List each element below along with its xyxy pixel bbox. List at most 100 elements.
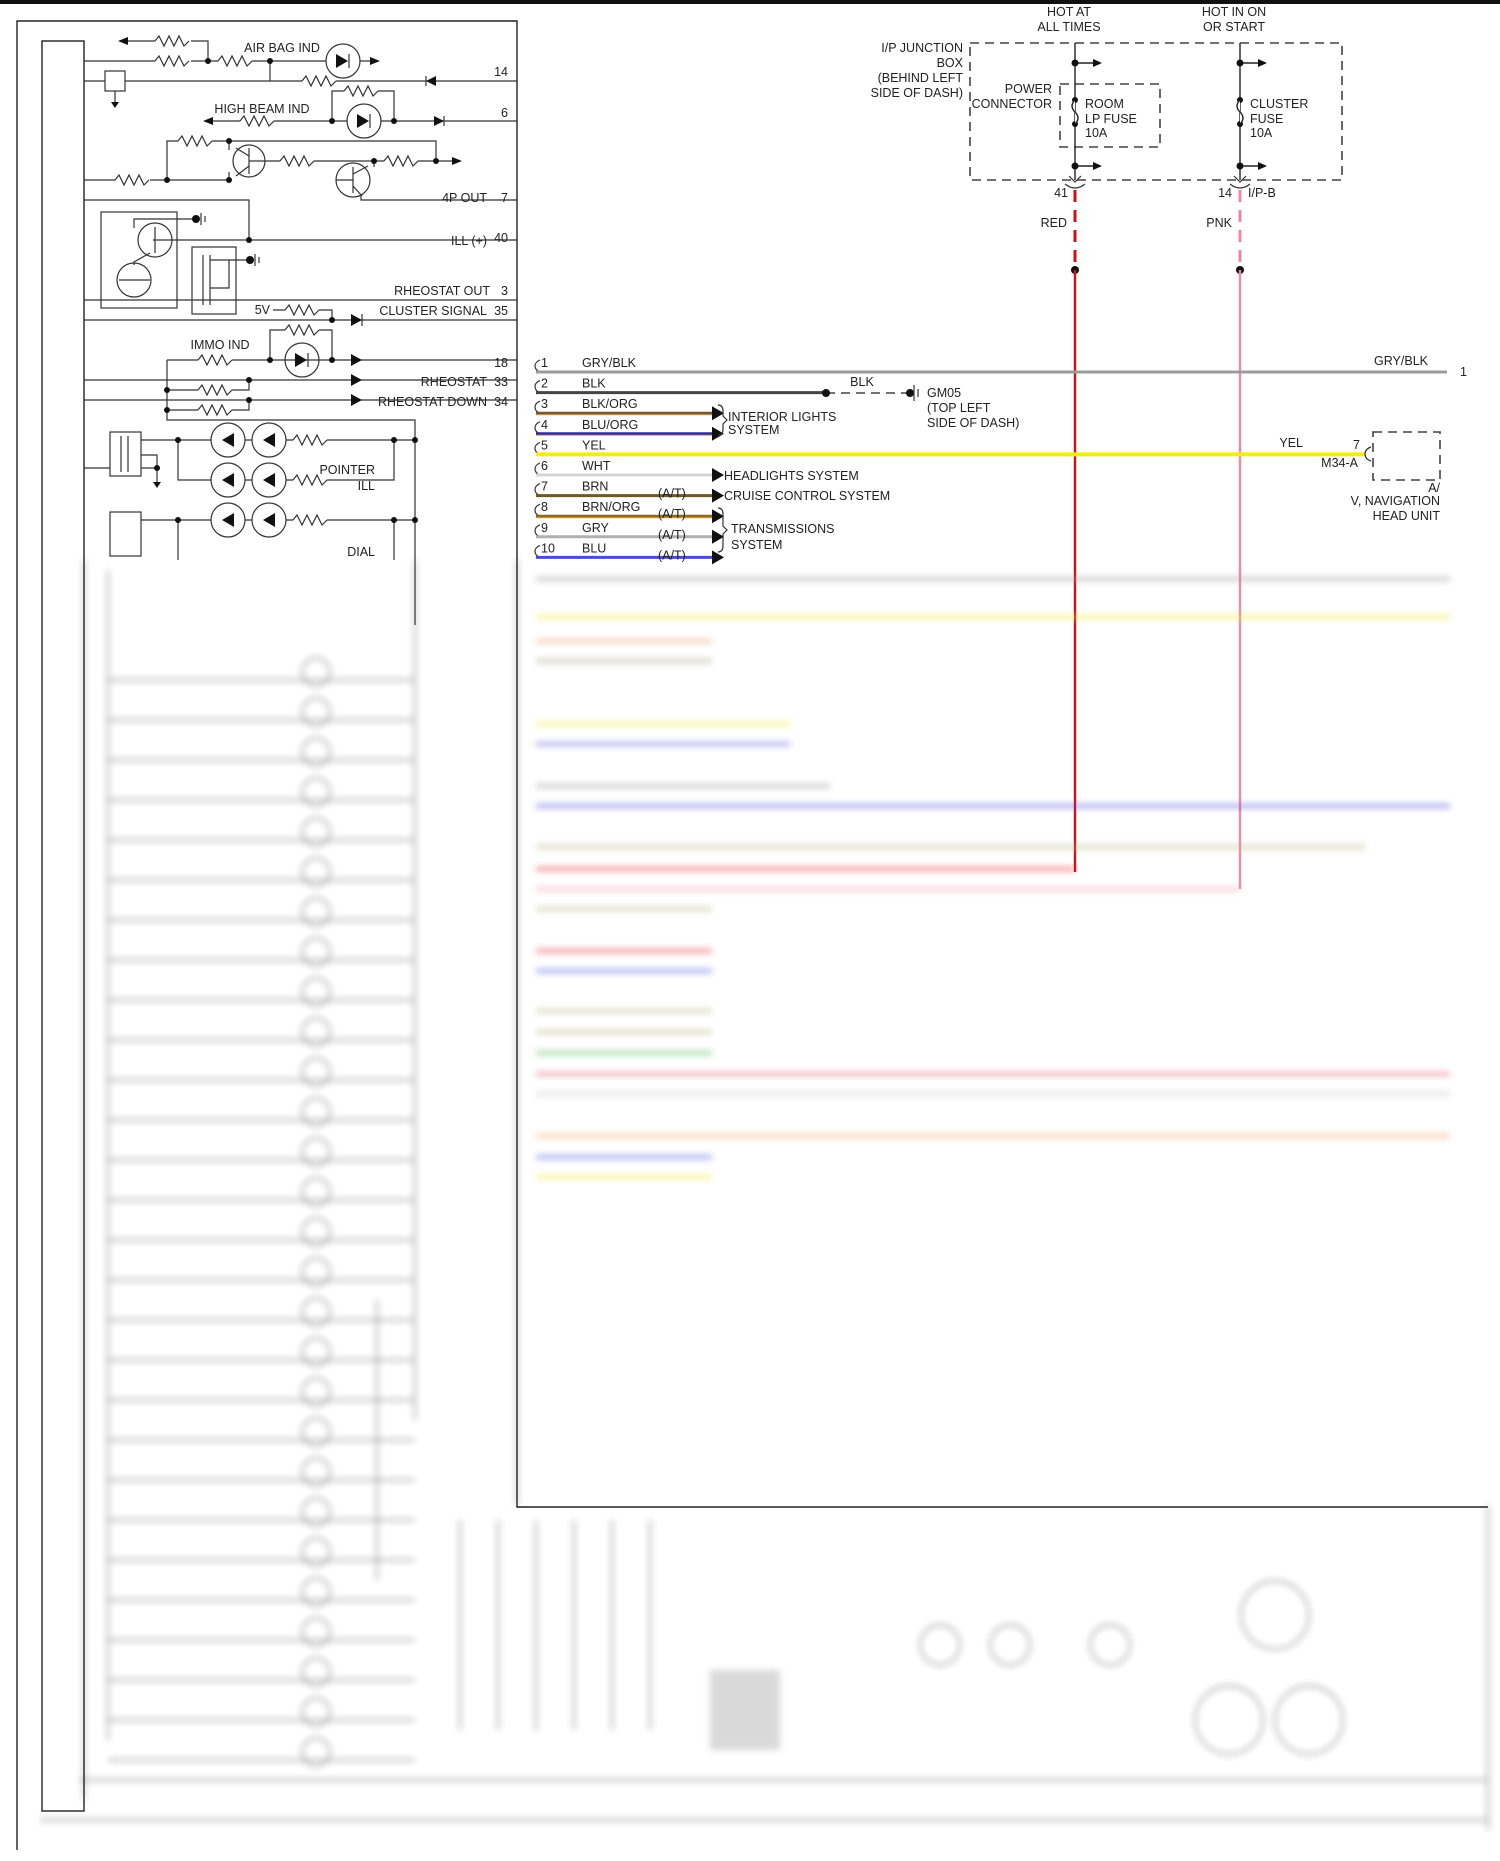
transistor-icon bbox=[137, 222, 173, 258]
wire-color-label: BRN bbox=[582, 480, 608, 494]
connector-cavity bbox=[534, 359, 541, 373]
led-icon bbox=[210, 462, 246, 498]
gm05-location-2: SIDE OF DASH) bbox=[927, 416, 1019, 430]
wire-color-label: BLU bbox=[582, 541, 606, 555]
pointer-ill-label: ILL bbox=[358, 479, 375, 493]
connector-cavity bbox=[534, 483, 541, 497]
arrow-icon bbox=[712, 406, 724, 421]
wire-row-4: 4 BLU/ORG bbox=[534, 418, 724, 441]
ground-icon bbox=[200, 213, 206, 225]
wire-row-2: 2 BLK bbox=[534, 377, 826, 395]
wire-number: 1 bbox=[541, 356, 548, 370]
nav-unit-label: A/ bbox=[1428, 481, 1440, 495]
pin-33-label: 33 bbox=[494, 375, 508, 389]
rheostat-out-circuit: RHEOSTAT OUT 3 CLUSTER SIGNAL 35 5V bbox=[84, 284, 517, 326]
blurred-led bbox=[301, 1497, 331, 1527]
connector-cavity bbox=[534, 462, 541, 476]
wire-number: 7 bbox=[541, 480, 548, 494]
led-icon bbox=[284, 342, 320, 378]
blurred-led bbox=[301, 1577, 331, 1607]
blurred-led bbox=[301, 817, 331, 847]
transmissions-label: TRANSMISSIONS bbox=[731, 522, 835, 536]
pointer-label: POINTER bbox=[319, 463, 375, 477]
blurred-led bbox=[301, 1097, 331, 1127]
interior-lights-label-2: SYSTEM bbox=[728, 423, 779, 437]
wire-color-label: GRY/BLK bbox=[582, 356, 637, 370]
headlights-system-label: HEADLIGHTS SYSTEM bbox=[724, 469, 859, 483]
yel-right-label: YEL bbox=[1279, 436, 1303, 450]
wire-at-label: (A/T) bbox=[658, 487, 686, 501]
interior-lights-label: INTERIOR LIGHTS bbox=[728, 410, 836, 424]
wire-color-label: BLK/ORG bbox=[582, 397, 638, 411]
jbox-label: (BEHIND LEFT bbox=[878, 71, 964, 85]
nav-unit-label-2: V, NAVIGATION bbox=[1351, 494, 1440, 508]
blurred-led bbox=[301, 897, 331, 927]
wire-color-label: GRY bbox=[582, 521, 610, 535]
led-icon bbox=[210, 422, 246, 458]
arrow-icon bbox=[712, 529, 724, 544]
hot-at-all-times-label-2: ALL TIMES bbox=[1037, 20, 1100, 34]
wire-number: 9 bbox=[541, 521, 548, 535]
hot-in-on-label: HOT IN ON bbox=[1202, 5, 1266, 19]
arrow-icon bbox=[712, 426, 724, 441]
arrow-icon bbox=[712, 509, 724, 524]
cluster-fuse-label: CLUSTER bbox=[1250, 97, 1308, 111]
blurred-led bbox=[301, 697, 331, 727]
wire-color-label: BRN/ORG bbox=[582, 500, 640, 514]
cluster-fuse-label: FUSE bbox=[1250, 112, 1283, 126]
cruise-control-label: CRUISE CONTROL SYSTEM bbox=[724, 489, 890, 503]
connector-cavity bbox=[534, 503, 541, 517]
connector-cavity bbox=[534, 421, 541, 435]
hot-in-on-label-2: OR START bbox=[1203, 20, 1265, 34]
wire-row-3: 3 BLK/ORG bbox=[534, 397, 724, 421]
blurred-led bbox=[301, 1377, 331, 1407]
immo-label: IMMO IND bbox=[190, 338, 249, 352]
wire-at-label: (A/T) bbox=[658, 507, 686, 521]
wire-color-label: WHT bbox=[582, 459, 611, 473]
pin-1-right-label: 1 bbox=[1460, 365, 1467, 379]
brace bbox=[717, 507, 728, 553]
wire-number: 8 bbox=[541, 500, 548, 514]
air-bag-label: AIR BAG IND bbox=[244, 41, 320, 55]
pin-6-label: 6 bbox=[501, 106, 508, 120]
wire-color-label: BLK bbox=[582, 377, 606, 391]
4p-out-circuit: 4P OUT 7 bbox=[84, 135, 517, 205]
blurred-led bbox=[301, 1657, 331, 1687]
connector-cavity bbox=[534, 380, 541, 394]
blurred-led bbox=[301, 1697, 331, 1727]
blurred-led bbox=[301, 1737, 331, 1767]
pin-34-label: 34 bbox=[494, 395, 508, 409]
wire-row-5: 5 YEL bbox=[534, 438, 1365, 457]
blk-ground-label: BLK bbox=[850, 375, 874, 389]
ip-b-connector-label: I/P-B bbox=[1248, 186, 1276, 200]
led-icon bbox=[210, 502, 246, 538]
wire-row-9: 9 GRY (A/T) bbox=[534, 521, 724, 544]
cluster-fuse-icon bbox=[1236, 99, 1244, 125]
wire-number: 6 bbox=[541, 459, 548, 473]
high-beam-indicator-circuit: HIGH BEAM IND 6 bbox=[203, 85, 517, 139]
blurred-led bbox=[301, 977, 331, 1007]
wire-row-7: 7 BRN (A/T) bbox=[534, 480, 724, 503]
connector-wires: 1 GRY/BLK 2 BLK 3 BLK/ORG 4 BLU/ORG 5 YEL 6 WHT 7 BRN… bbox=[534, 356, 1447, 565]
wire-color-label: YEL bbox=[582, 438, 606, 452]
pin-14-circuit: 14 bbox=[84, 65, 517, 108]
wire-number: 4 bbox=[541, 418, 548, 432]
blurred-led bbox=[301, 1177, 331, 1207]
blurred-led bbox=[301, 937, 331, 967]
ground-icon bbox=[913, 385, 919, 401]
room-fuse-label: ROOM bbox=[1085, 97, 1124, 111]
gry-blk-right-label: GRY/BLK bbox=[1374, 354, 1429, 368]
high-beam-label: HIGH BEAM IND bbox=[214, 102, 309, 116]
ill-circuit: ILL (+) 40 bbox=[84, 199, 517, 315]
pin-14-label: 14 bbox=[494, 65, 508, 79]
air-bag-indicator-circuit: AIR BAG IND bbox=[84, 35, 380, 81]
blurred-lower-diagram bbox=[40, 560, 1489, 1830]
wire-number: 10 bbox=[541, 541, 555, 555]
blurred-led bbox=[301, 1257, 331, 1287]
blurred-led bbox=[301, 1617, 331, 1647]
navigation-head-unit-box bbox=[1372, 431, 1441, 481]
pointer-ill-circuit: POINTER ILL bbox=[84, 422, 418, 498]
hot-at-all-times-label: HOT AT bbox=[1047, 5, 1091, 19]
dial-label: DIAL bbox=[347, 545, 375, 559]
